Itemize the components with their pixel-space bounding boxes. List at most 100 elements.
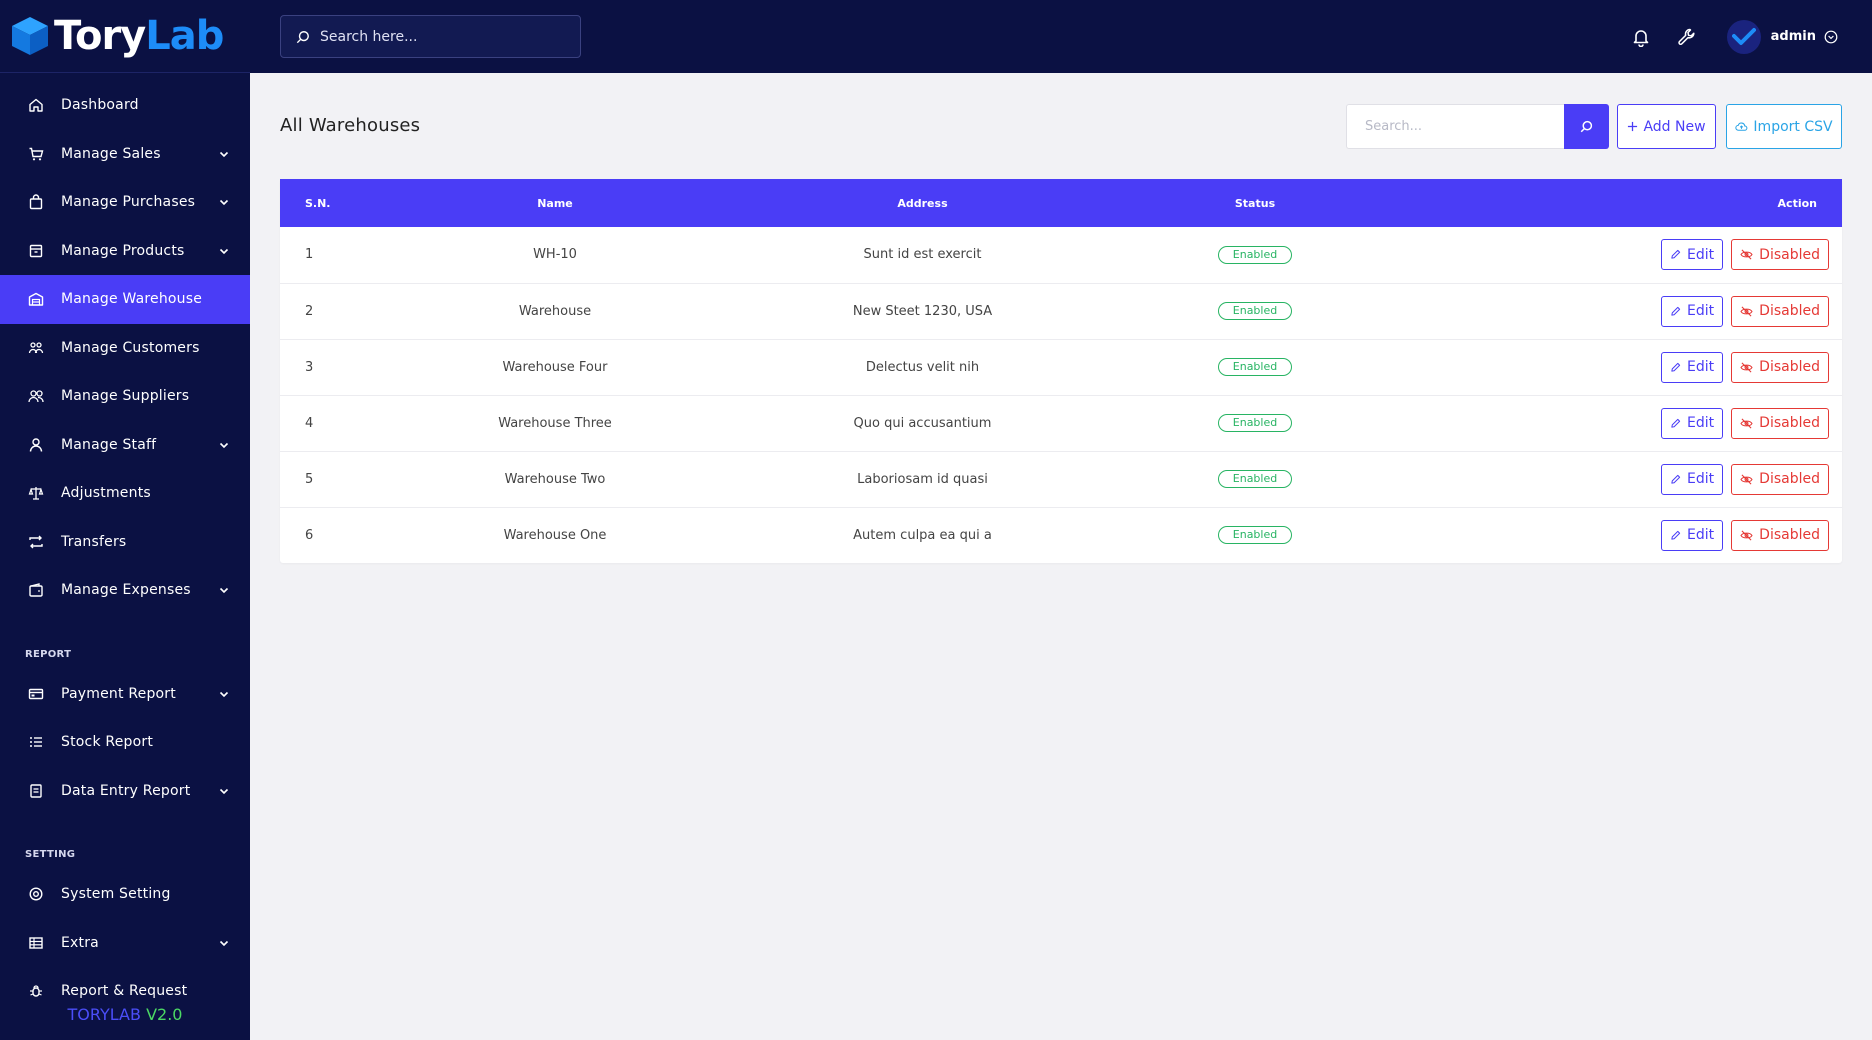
cell-status: Enabled bbox=[1165, 283, 1345, 339]
edit-button[interactable]: Edit bbox=[1661, 295, 1724, 327]
eye-off-icon bbox=[1740, 362, 1753, 373]
cell-status: Enabled bbox=[1165, 395, 1345, 451]
cell-name: Warehouse Three bbox=[498, 415, 612, 431]
user-name[interactable]: admin bbox=[1770, 29, 1816, 44]
col-sn[interactable]: S.N. bbox=[305, 196, 331, 210]
sidebar-item-extra[interactable]: Extra bbox=[0, 919, 250, 968]
cell-action: Edit Disabled bbox=[1345, 227, 1842, 283]
sidebar-item-label: Adjustments bbox=[61, 485, 151, 502]
sidebar-item-label: Manage Staff bbox=[61, 436, 157, 453]
top-bar: admin bbox=[250, 0, 1872, 73]
cell-status: Enabled bbox=[1165, 339, 1345, 395]
toolbar: Add New Import CSV bbox=[1346, 104, 1842, 149]
cell-address: New Steet 1230, USA bbox=[852, 303, 993, 319]
disable-button[interactable]: Disabled bbox=[1731, 239, 1829, 271]
disable-label: Disabled bbox=[1759, 303, 1820, 319]
status-badge: Enabled bbox=[1217, 245, 1293, 264]
sidebar-item-system-setting[interactable]: System Setting bbox=[0, 870, 250, 919]
table-row: 6 Warehouse One Autem culpa ea qui a Enable… bbox=[280, 507, 1842, 563]
global-search[interactable] bbox=[280, 15, 581, 58]
sidebar-item-label: System Setting bbox=[61, 886, 171, 903]
disable-button[interactable]: Disabled bbox=[1731, 351, 1829, 383]
edit-button[interactable]: Edit bbox=[1661, 407, 1724, 439]
status-badge: Enabled bbox=[1217, 414, 1293, 432]
document-icon bbox=[28, 783, 44, 799]
edit-button[interactable]: Edit bbox=[1661, 519, 1724, 551]
sidebar-section-heading: REPORT bbox=[25, 648, 72, 660]
chevron-down-icon bbox=[218, 584, 230, 596]
sidebar-item-manage-purchases[interactable]: Manage Purchases bbox=[0, 178, 250, 227]
table-search[interactable] bbox=[1346, 104, 1564, 149]
user-avatar[interactable] bbox=[1726, 19, 1761, 54]
bell-icon[interactable] bbox=[1629, 25, 1653, 49]
table-row: 5 Warehouse Two Laboriosam id quasi Enabled… bbox=[280, 451, 1842, 507]
sidebar-item-manage-sales[interactable]: Manage Sales bbox=[0, 130, 250, 179]
sidebar-item-dashboard[interactable]: Dashboard bbox=[0, 81, 250, 130]
warehouse-icon bbox=[28, 291, 44, 307]
suppliers-icon bbox=[28, 388, 44, 404]
sidebar-item-manage-expenses[interactable]: Manage Expenses bbox=[0, 566, 250, 615]
col-status[interactable]: Status bbox=[1234, 196, 1276, 210]
eye-off-icon bbox=[1740, 418, 1753, 429]
sidebar-item-report-and-request[interactable]: Report & Request bbox=[0, 967, 250, 1016]
import-csv-button[interactable]: Import CSV bbox=[1726, 104, 1842, 149]
cell-address: Quo qui accusantium bbox=[853, 415, 992, 431]
sidebar-item-manage-customers[interactable]: Manage Customers bbox=[0, 324, 250, 373]
search-button[interactable] bbox=[1564, 104, 1609, 149]
sidebar-item-stock-report[interactable]: Stock Report bbox=[0, 718, 250, 767]
sidebar-item-manage-suppliers[interactable]: Manage Suppliers bbox=[0, 372, 250, 421]
user-menu[interactable]: admin bbox=[1726, 19, 1838, 54]
disable-button[interactable]: Disabled bbox=[1731, 295, 1829, 327]
sidebar-item-manage-products[interactable]: Manage Products bbox=[0, 227, 250, 276]
table-search-input[interactable] bbox=[1365, 119, 1545, 134]
edit-button[interactable]: Edit bbox=[1661, 239, 1724, 271]
table-header-row: S.N. Name Address Status Action bbox=[280, 179, 1842, 227]
sidebar-item-label: Manage Sales bbox=[61, 145, 161, 162]
edit-label: Edit bbox=[1687, 246, 1715, 263]
brand-name: ToryLab bbox=[54, 13, 224, 59]
table-row: 3 Warehouse Four Delectus velit nih Enabled… bbox=[280, 339, 1842, 395]
cell-action: Edit Disabled bbox=[1345, 395, 1842, 451]
chevron-down-circle-icon[interactable] bbox=[1824, 30, 1838, 44]
eye-off-icon bbox=[1740, 530, 1753, 541]
sidebar-item-manage-warehouse[interactable]: Manage Warehouse bbox=[0, 275, 250, 324]
cell-action: Edit Disabled bbox=[1345, 451, 1842, 507]
edit-button[interactable]: Edit bbox=[1661, 351, 1724, 383]
status-badge: Enabled bbox=[1217, 302, 1293, 320]
disable-button[interactable]: Disabled bbox=[1731, 407, 1829, 439]
add-new-button[interactable]: Add New bbox=[1617, 104, 1716, 149]
cell-action: Edit Disabled bbox=[1345, 339, 1842, 395]
cell-address: Delectus velit nih bbox=[865, 359, 980, 375]
warehouses-table: S.N. Name Address Status Action 1 WH-10 Su… bbox=[280, 179, 1842, 563]
col-address[interactable]: Address bbox=[897, 196, 948, 210]
edit-button[interactable]: Edit bbox=[1661, 463, 1724, 495]
table-row: 4 Warehouse Three Quo qui accusantium Enabl… bbox=[280, 395, 1842, 451]
chevron-down-icon bbox=[218, 785, 230, 797]
disable-button[interactable]: Disabled bbox=[1731, 463, 1829, 495]
cell-address: Laboriosam id quasi bbox=[857, 471, 988, 487]
chevron-down-icon bbox=[218, 688, 230, 700]
sidebar-item-adjustments[interactable]: Adjustments bbox=[0, 469, 250, 518]
chevron-down-icon bbox=[218, 937, 230, 949]
cell-address: Sunt id est exercit bbox=[863, 247, 982, 263]
col-name[interactable]: Name bbox=[537, 196, 573, 210]
chevron-down-icon bbox=[218, 148, 230, 160]
sidebar: ToryLab Dashboard Manage Sales Manage Purc… bbox=[0, 0, 250, 1040]
global-search-input[interactable] bbox=[320, 28, 560, 45]
sidebar-item-manage-staff[interactable]: Manage Staff bbox=[0, 421, 250, 470]
wrench-icon[interactable] bbox=[1675, 25, 1699, 49]
sidebar-item-label: Manage Customers bbox=[61, 339, 200, 356]
disable-button[interactable]: Disabled bbox=[1731, 519, 1829, 551]
user-icon bbox=[28, 437, 44, 453]
chevron-down-icon bbox=[218, 196, 230, 208]
cell-name: Warehouse bbox=[518, 303, 592, 319]
sidebar-item-data-entry-report[interactable]: Data Entry Report bbox=[0, 767, 250, 816]
brand-logo[interactable]: ToryLab bbox=[0, 0, 250, 73]
pencil-icon bbox=[1670, 418, 1681, 429]
cell-sn: 2 bbox=[305, 303, 314, 319]
wallet-icon bbox=[28, 582, 44, 598]
status-badge: Enabled bbox=[1217, 358, 1293, 376]
sidebar-item-payment-report[interactable]: Payment Report bbox=[0, 670, 250, 719]
sidebar-item-transfers[interactable]: Transfers bbox=[0, 518, 250, 567]
payment-icon bbox=[28, 686, 44, 702]
